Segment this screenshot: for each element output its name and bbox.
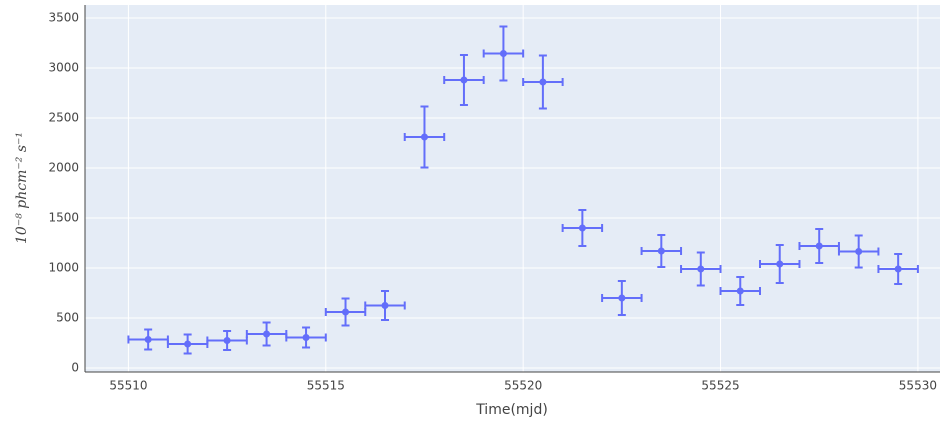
y-tick-label: 2500 (48, 111, 79, 125)
x-tick-label: 55520 (504, 379, 542, 393)
y-tick-label: 3000 (48, 61, 79, 75)
point (420, 133, 428, 141)
y-tick-label: 0 (71, 361, 79, 375)
y-axis-title: 10⁻⁸ phcm⁻² s⁻¹ (14, 132, 30, 244)
y-tick-label: 1500 (48, 211, 79, 225)
plot-area (85, 5, 940, 372)
x-tick-label: 55525 (701, 379, 739, 393)
point (223, 337, 231, 344)
point (815, 242, 823, 250)
point (460, 76, 468, 84)
point (776, 260, 784, 268)
point (539, 78, 547, 86)
point (618, 294, 626, 302)
x-tick-label: 55530 (899, 379, 937, 393)
point (855, 248, 863, 255)
point (697, 265, 705, 273)
y-tick-label: 2000 (48, 161, 79, 175)
y-tick-label: 1000 (48, 261, 79, 275)
point (342, 308, 350, 316)
y-tick-label: 500 (56, 311, 79, 325)
point (302, 334, 310, 341)
point (894, 265, 902, 273)
point (263, 330, 271, 338)
point (736, 287, 744, 295)
grid (85, 5, 940, 372)
x-tick-label: 55510 (109, 379, 147, 393)
point (381, 302, 389, 309)
y-tick-label: 3500 (48, 11, 79, 25)
x-tick-label: 55515 (307, 379, 345, 393)
point (184, 340, 192, 348)
point (657, 247, 665, 255)
point (578, 224, 586, 232)
point (499, 50, 507, 57)
x-axis-title: Time(mjd) (475, 402, 548, 418)
point (144, 336, 152, 343)
marks (127, 25, 919, 355)
